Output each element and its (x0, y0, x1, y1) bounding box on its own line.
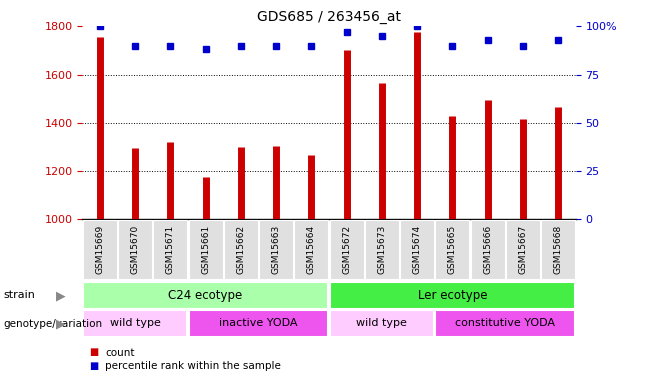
Text: C24 ecotype: C24 ecotype (168, 289, 243, 302)
Text: GSM15666: GSM15666 (483, 225, 492, 274)
Text: GSM15663: GSM15663 (272, 225, 280, 274)
Bar (470, 220, 505, 279)
Text: ■: ■ (89, 348, 98, 357)
Text: GSM15664: GSM15664 (307, 225, 316, 274)
Bar (436, 220, 469, 279)
Text: GSM15661: GSM15661 (201, 225, 210, 274)
Bar (436, 310, 575, 337)
Text: strain: strain (3, 291, 35, 300)
Bar (294, 220, 328, 279)
Text: wild type: wild type (357, 318, 407, 328)
Text: GSM15662: GSM15662 (236, 225, 245, 274)
Bar (118, 220, 152, 279)
Bar (541, 220, 575, 279)
Text: GSM15667: GSM15667 (519, 225, 527, 274)
Bar (259, 220, 293, 279)
Text: Ler ecotype: Ler ecotype (418, 289, 487, 302)
Bar (189, 310, 328, 337)
Bar (365, 220, 399, 279)
Bar (83, 310, 188, 337)
Bar (506, 220, 540, 279)
Title: GDS685 / 263456_at: GDS685 / 263456_at (257, 10, 401, 24)
Text: GSM15668: GSM15668 (553, 225, 563, 274)
Text: GSM15673: GSM15673 (378, 225, 386, 274)
Text: constitutive YODA: constitutive YODA (455, 318, 555, 328)
Bar (153, 220, 188, 279)
Text: GSM15671: GSM15671 (166, 225, 175, 274)
Text: ▶: ▶ (56, 289, 65, 302)
Text: GSM15665: GSM15665 (448, 225, 457, 274)
Text: GSM15672: GSM15672 (342, 225, 351, 274)
Text: wild type: wild type (110, 318, 161, 328)
Bar (330, 220, 363, 279)
Text: ■: ■ (89, 361, 98, 370)
Text: ▶: ▶ (56, 317, 65, 330)
Bar (330, 310, 434, 337)
Bar (83, 220, 117, 279)
Text: percentile rank within the sample: percentile rank within the sample (105, 361, 281, 370)
Bar (189, 220, 222, 279)
Bar (83, 282, 328, 309)
Text: GSM15669: GSM15669 (95, 225, 105, 274)
Text: genotype/variation: genotype/variation (3, 319, 103, 328)
Bar (330, 282, 575, 309)
Text: inactive YODA: inactive YODA (219, 318, 298, 328)
Text: count: count (105, 348, 135, 357)
Bar (400, 220, 434, 279)
Text: GSM15670: GSM15670 (131, 225, 139, 274)
Bar (224, 220, 258, 279)
Text: GSM15674: GSM15674 (413, 225, 422, 274)
